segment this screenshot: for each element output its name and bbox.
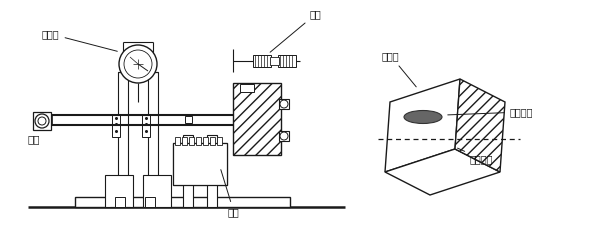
Polygon shape [385, 149, 500, 195]
Bar [145, 197, 155, 207]
Ellipse shape [124, 50, 152, 78]
Text: 啮合中线: 啮合中线 [458, 148, 494, 164]
Bar [210, 137, 215, 145]
Bar [142, 115, 150, 137]
Bar [278, 55, 296, 67]
Bar [148, 72, 158, 197]
Bar [203, 137, 208, 145]
Text: 圆规: 圆规 [270, 9, 322, 52]
Text: 啮合面: 啮合面 [382, 51, 416, 87]
Ellipse shape [280, 132, 288, 140]
Bar [175, 137, 180, 145]
Ellipse shape [280, 100, 288, 108]
Ellipse shape [38, 117, 46, 125]
Bar [118, 72, 128, 197]
Bar [33, 112, 51, 130]
Bar [173, 143, 227, 185]
Text: 量值: 量值 [28, 134, 41, 144]
Bar [75, 197, 290, 207]
Ellipse shape [119, 45, 157, 83]
Bar [189, 137, 194, 145]
Text: 接触斑点: 接触斑点 [447, 107, 533, 117]
Bar [185, 116, 192, 123]
Bar [105, 175, 133, 207]
Ellipse shape [404, 111, 442, 123]
Bar [233, 83, 281, 155]
Bar [115, 197, 125, 207]
Bar [279, 131, 289, 141]
Bar [253, 55, 271, 67]
Bar [143, 175, 171, 207]
Text: 齿轮: 齿轮 [221, 170, 240, 217]
Bar [279, 99, 289, 109]
Bar [183, 135, 193, 207]
Bar [182, 137, 187, 145]
Bar [207, 135, 217, 207]
Bar [217, 137, 222, 145]
Bar [196, 137, 201, 145]
Bar [270, 57, 279, 65]
Polygon shape [455, 79, 505, 172]
Bar [173, 143, 227, 185]
Bar [240, 84, 254, 92]
Ellipse shape [35, 114, 49, 128]
Bar [112, 115, 120, 137]
Text: 百分表: 百分表 [42, 29, 117, 51]
Polygon shape [385, 79, 460, 172]
